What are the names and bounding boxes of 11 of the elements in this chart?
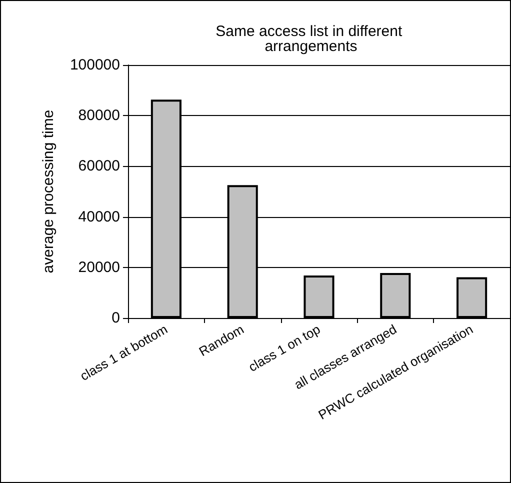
y-tick-label: 40000 xyxy=(78,208,120,226)
y-tick-label: 80000 xyxy=(78,107,120,124)
y-tick-label: 0 xyxy=(112,310,120,326)
chart-title: Same access list in different arrangements xyxy=(216,23,406,55)
y-tick-label: 20000 xyxy=(78,258,120,276)
bar xyxy=(380,272,411,318)
bar xyxy=(304,275,334,318)
y-axis-title: average processing time xyxy=(40,110,57,274)
y-tick-label: 100000 xyxy=(70,56,120,74)
y-tick-label: 60000 xyxy=(78,158,120,175)
bar xyxy=(456,277,488,318)
